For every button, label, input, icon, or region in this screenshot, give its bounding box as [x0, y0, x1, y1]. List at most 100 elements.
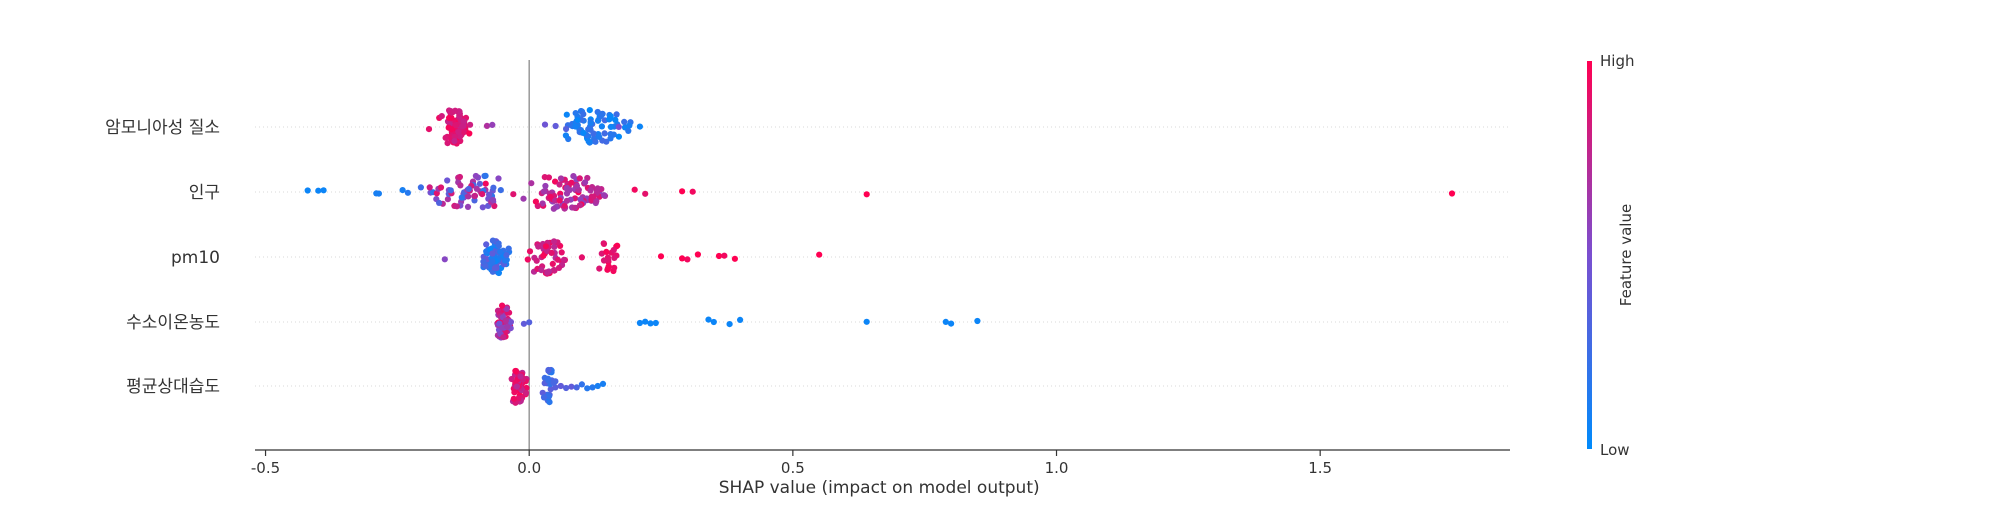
shap-point	[586, 107, 593, 114]
shap-point	[456, 173, 463, 181]
shap-point	[721, 252, 728, 259]
shap-point	[465, 185, 472, 192]
shap-point	[459, 123, 466, 130]
shap-point	[513, 383, 521, 390]
shap-point	[444, 177, 451, 184]
shap-point	[557, 382, 564, 390]
shap-point	[457, 182, 464, 189]
shap-point	[585, 126, 592, 133]
shap-point	[502, 257, 509, 264]
x-tick-label: 0.0	[517, 459, 541, 477]
shap-point	[460, 118, 467, 125]
shap-point	[464, 203, 472, 210]
shap-point	[715, 252, 723, 260]
shap-point	[444, 140, 451, 147]
shap-point	[592, 138, 599, 145]
shap-point	[571, 204, 579, 211]
shap-point	[582, 179, 589, 186]
shap-point	[425, 126, 433, 133]
shap-point	[600, 257, 608, 264]
shap-point	[482, 180, 489, 187]
shap-point	[444, 196, 451, 203]
shap-point	[598, 123, 606, 130]
shap-point	[604, 266, 611, 273]
shap-point	[479, 191, 486, 198]
shap-point	[642, 190, 649, 197]
x-axis-label: SHAP value (impact on model output)	[719, 478, 1040, 498]
shap-point	[863, 318, 870, 325]
shap-point	[566, 186, 573, 194]
shap-point	[587, 187, 594, 194]
shap-point	[448, 126, 455, 133]
shap-point	[526, 248, 534, 255]
shap-point	[563, 197, 571, 204]
shap-point	[612, 116, 619, 123]
shap-point	[541, 121, 549, 128]
shap-point	[507, 318, 514, 326]
shap-point	[573, 182, 581, 190]
shap-point	[548, 249, 555, 256]
shap-point	[578, 254, 586, 261]
shap-point	[546, 399, 553, 406]
shap-point	[684, 256, 691, 263]
shap-point	[508, 375, 515, 383]
shap-point	[558, 249, 565, 256]
shap-point	[497, 248, 504, 255]
shap-point	[486, 191, 493, 198]
shap-point	[603, 248, 610, 255]
shap-point	[489, 237, 496, 244]
shap-point	[551, 243, 558, 250]
shap-point	[544, 269, 551, 276]
feature-row-points	[425, 107, 644, 147]
shap-point	[304, 187, 311, 194]
shap-point	[557, 175, 565, 182]
shap-point	[455, 128, 462, 136]
shap-point	[550, 266, 558, 274]
shap-point	[482, 172, 489, 179]
shap-point	[437, 184, 445, 191]
shap-point	[465, 193, 472, 200]
shap-point	[594, 185, 601, 192]
shap-point	[528, 180, 535, 187]
shap-point	[510, 395, 517, 402]
shap-point	[442, 134, 449, 141]
shap-point	[483, 122, 491, 129]
shap-point	[461, 128, 468, 136]
feature-row-points	[494, 302, 981, 341]
shap-point	[522, 389, 530, 397]
shap-point	[533, 257, 540, 264]
shap-point	[483, 241, 490, 248]
shap-point	[731, 255, 739, 262]
shap-point	[466, 130, 473, 137]
shap-point	[587, 120, 594, 127]
shap-point	[505, 245, 512, 252]
shap-point	[589, 384, 596, 391]
shap-point	[578, 381, 586, 388]
shap-point	[737, 316, 744, 323]
shap-point	[657, 253, 665, 260]
shap-point	[603, 138, 610, 145]
shap-point	[479, 204, 486, 211]
shap-point	[555, 264, 563, 271]
shap-point	[642, 318, 649, 325]
shap-point	[561, 202, 568, 209]
shap-point	[520, 320, 528, 327]
shap-point	[1448, 190, 1456, 197]
shap-point	[524, 256, 531, 263]
x-tick-label: 0.5	[781, 459, 805, 477]
shap-point	[863, 191, 870, 198]
shap-point	[502, 317, 509, 324]
shap-point	[472, 172, 479, 180]
shap-point	[497, 187, 504, 194]
shap-point	[495, 175, 502, 182]
feature-row-points	[508, 366, 607, 406]
shap-point	[550, 205, 557, 212]
shap-point	[556, 197, 563, 204]
shap-point	[500, 334, 507, 341]
shap-point	[974, 317, 981, 325]
shap-point	[590, 130, 597, 137]
shap-point	[710, 318, 717, 326]
shap-point	[540, 188, 548, 195]
shap-point	[547, 193, 554, 200]
